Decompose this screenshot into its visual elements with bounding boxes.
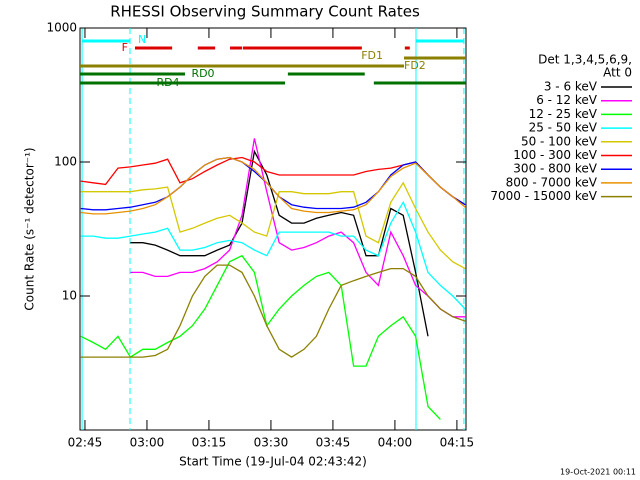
x-axis-label: Start Time (19-Jul-04 02:43:42) xyxy=(179,455,367,469)
footer: 19-Oct-2021 00:11 xyxy=(560,468,636,477)
legend-label: 100 - 300 keV xyxy=(513,148,597,162)
series-line xyxy=(80,200,466,310)
series-line xyxy=(80,156,466,215)
legend-label: 6 - 12 keV xyxy=(536,93,598,107)
legend-label: 800 - 7000 keV xyxy=(506,175,598,189)
x-tick-label: 03:45 xyxy=(316,436,351,450)
y-tick-label: 10 xyxy=(62,289,77,303)
series-line xyxy=(80,254,441,420)
x-tick-label: 04:15 xyxy=(440,436,475,450)
y-tick-label: 100 xyxy=(54,155,77,169)
legend-label: 12 - 25 keV xyxy=(529,107,598,121)
flag-label: N xyxy=(138,33,146,46)
chart-title: RHESSI Observing Summary Count Rates xyxy=(110,3,420,21)
legend-label: 50 - 100 keV xyxy=(521,134,598,148)
flag-label: FD2 xyxy=(404,59,426,72)
series-line xyxy=(80,156,466,206)
legend-label: 300 - 800 keV xyxy=(513,162,597,176)
series-line xyxy=(80,181,466,270)
y-tick-label: 1000 xyxy=(46,21,77,35)
legend-header: Det 1,3,4,5,6,9, xyxy=(538,53,632,67)
series-line xyxy=(80,264,466,358)
flag-label: F xyxy=(122,41,128,54)
legend-label: 3 - 6 keV xyxy=(544,80,598,94)
series-line xyxy=(130,138,466,318)
flag-label: RD4 xyxy=(156,76,179,89)
legend-label: 25 - 50 keV xyxy=(529,121,598,135)
x-tick-label: 02:45 xyxy=(68,436,103,450)
y-axis-label: Count Rate (s⁻¹ detector⁻¹) xyxy=(23,147,37,310)
legend-header: Att 0 xyxy=(603,66,632,80)
x-tick-label: 03:30 xyxy=(254,436,289,450)
x-tick-label: 03:15 xyxy=(192,436,227,450)
x-tick-label: 04:00 xyxy=(378,436,413,450)
plot-frame xyxy=(79,27,467,431)
x-tick-label: 03:00 xyxy=(130,436,165,450)
flag-label: FD1 xyxy=(361,49,383,62)
flag-label: RD0 xyxy=(191,67,214,80)
legend-label: 7000 - 15000 keV xyxy=(490,189,597,203)
